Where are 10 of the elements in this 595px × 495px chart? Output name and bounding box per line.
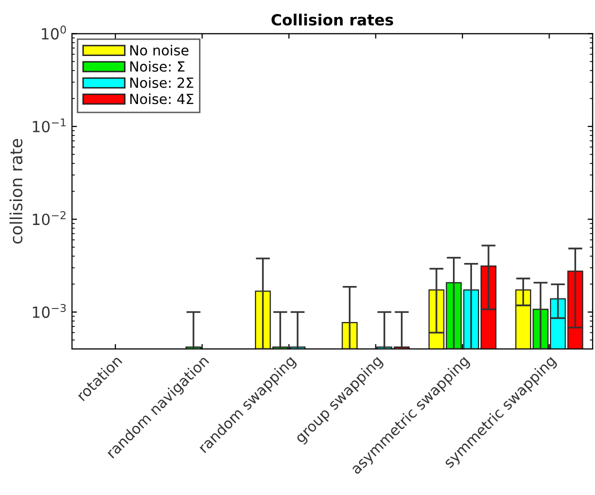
- chart-title: Collision rates: [272, 14, 394, 26]
- y-tick-label: 10$^{0}$: [42, 26, 66, 40]
- y-tick-label: 10$^{−1}$: [32, 118, 66, 132]
- legend-label: Noise: 4Σ: [130, 93, 194, 104]
- y-tick-label: 10$^{−2}$: [32, 211, 66, 226]
- legend-label: No noise: [130, 44, 188, 56]
- legend-label: Noise: Σ: [130, 60, 184, 72]
- y-axis-title: collision rate: [10, 138, 22, 244]
- y-tick-label: 10$^{−3}$: [32, 304, 66, 318]
- legend-label: Noise: 2Σ: [130, 77, 194, 88]
